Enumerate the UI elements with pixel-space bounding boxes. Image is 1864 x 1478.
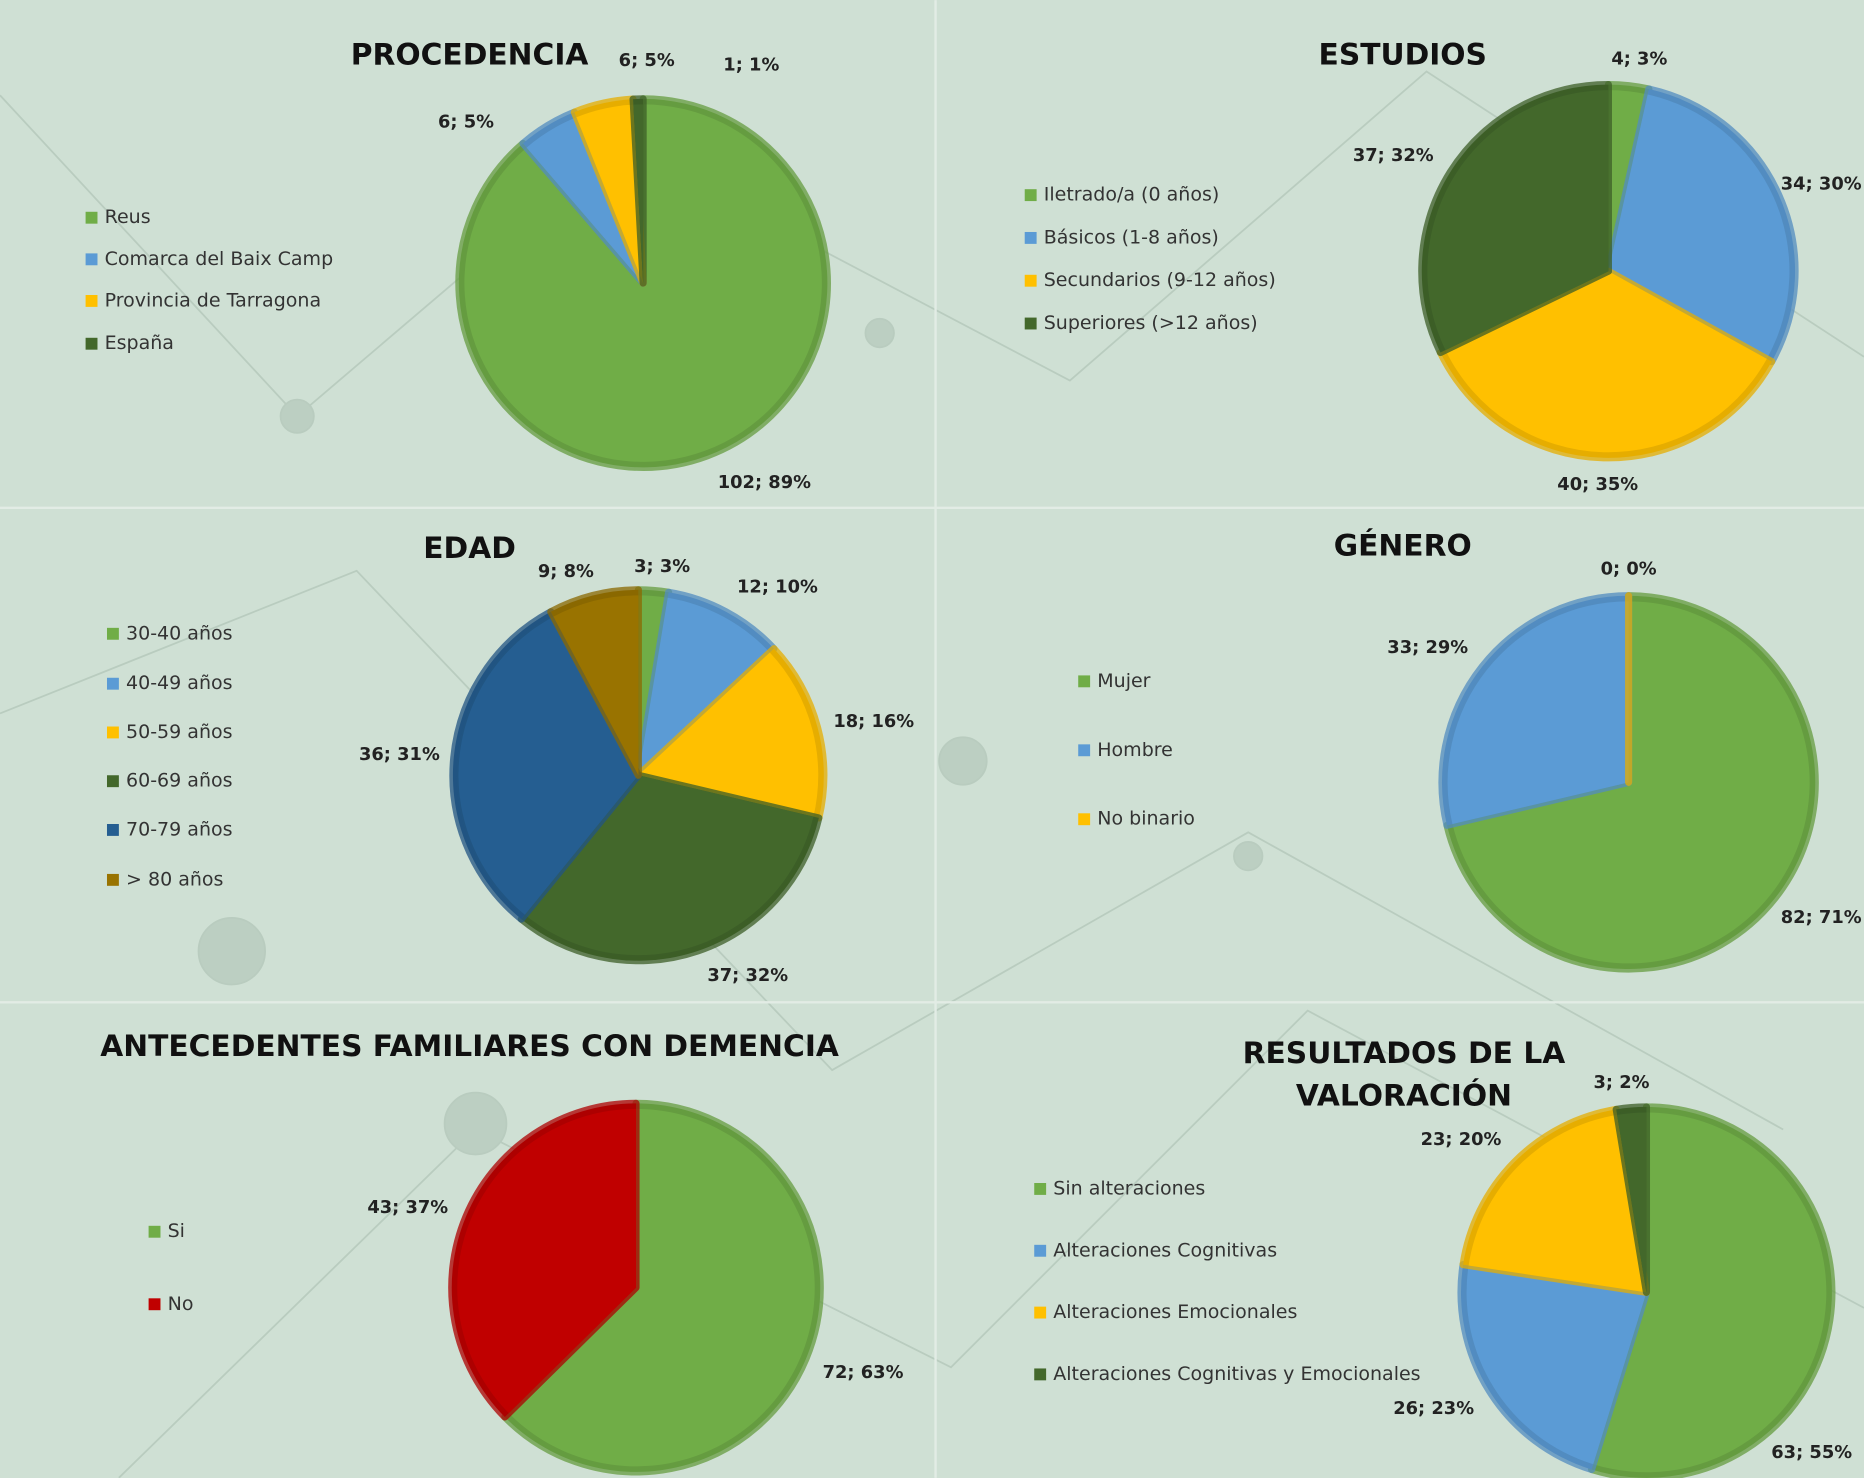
- data-label: 4; 3%: [1611, 49, 1667, 70]
- legend-label: No: [168, 1293, 194, 1315]
- legend-label: Reus: [105, 206, 151, 228]
- chart-title: ESTUDIOS: [1319, 38, 1487, 73]
- data-label: 37; 32%: [707, 965, 788, 986]
- legend-label: 60-69 años: [126, 770, 233, 792]
- chart-title: PROCEDENCIA: [351, 38, 589, 73]
- data-label: 26; 23%: [1393, 1398, 1474, 1419]
- legend-swatch: [86, 212, 98, 224]
- data-label: 18; 16%: [833, 711, 914, 732]
- legend-label: Comarca del Baix Camp: [105, 248, 334, 270]
- legend-swatch: [1025, 275, 1037, 287]
- data-label: 102; 89%: [718, 472, 811, 493]
- data-label: 3; 3%: [634, 556, 690, 577]
- legend-swatch: [1078, 675, 1090, 687]
- legend-label: Alteraciones Cognitivas: [1053, 1239, 1277, 1261]
- legend-swatch: [107, 775, 119, 787]
- data-label: 34; 30%: [1781, 173, 1862, 194]
- legend-label: 30-40 años: [126, 622, 233, 644]
- legend-label: 50-59 años: [126, 721, 233, 743]
- legend-label: España: [105, 332, 174, 354]
- legend-label: Sin alteraciones: [1053, 1177, 1205, 1199]
- legend-label: 70-79 años: [126, 818, 233, 840]
- legend-swatch: [107, 727, 119, 739]
- data-label: 36; 31%: [359, 744, 440, 765]
- legend-swatch: [1078, 744, 1090, 756]
- legend-label: Provincia de Tarragona: [105, 289, 322, 311]
- legend-swatch: [107, 678, 119, 690]
- data-label: 63; 55%: [1771, 1442, 1852, 1463]
- data-label: 82; 71%: [1781, 907, 1862, 928]
- legend-swatch: [86, 338, 98, 350]
- legend-label: Alteraciones Cognitivas y Emocionales: [1053, 1363, 1420, 1385]
- chart-title: GÉNERO: [1334, 528, 1472, 564]
- dashboard: PROCEDENCIA 102; 89% 6; 5% 6; 5% 1; 1% Reus Co…: [0, 0, 1864, 1478]
- legend-swatch: [1078, 813, 1090, 825]
- data-label: 6; 5%: [438, 112, 494, 133]
- data-label: 9; 8%: [538, 561, 594, 582]
- legend-label: Alteraciones Emocionales: [1053, 1301, 1297, 1323]
- legend-swatch: [1034, 1307, 1046, 1319]
- chart-title: ANTECEDENTES FAMILIARES CON DEMENCIA: [100, 1029, 839, 1064]
- legend-swatch: [86, 253, 98, 265]
- legend-label: Básicos (1-8 años): [1044, 226, 1219, 248]
- legend-label: Secundarios (9-12 años): [1044, 269, 1276, 291]
- data-label: 6; 5%: [619, 50, 675, 71]
- legend-label: Hombre: [1097, 739, 1173, 761]
- legend-label: 40-49 años: [126, 672, 233, 694]
- legend-swatch: [1034, 1368, 1046, 1380]
- data-label: 12; 10%: [737, 576, 818, 597]
- data-label: 40; 35%: [1557, 474, 1638, 495]
- legend-swatch: [1025, 232, 1037, 244]
- legend-swatch: [1034, 1245, 1046, 1257]
- legend-label: Si: [168, 1220, 185, 1242]
- legend-swatch: [1025, 318, 1037, 330]
- legend-swatch: [1034, 1183, 1046, 1195]
- data-label: 37; 32%: [1353, 145, 1434, 166]
- chart-title: EDAD: [423, 531, 516, 566]
- data-label: 0; 0%: [1601, 559, 1657, 580]
- data-label: 23; 20%: [1421, 1129, 1502, 1150]
- legend-swatch: [86, 295, 98, 307]
- data-label: 33; 29%: [1387, 637, 1468, 658]
- data-label: 72; 63%: [823, 1362, 904, 1383]
- legend-swatch: [107, 824, 119, 836]
- legend-swatch: [107, 628, 119, 640]
- legend-label: > 80 años: [126, 868, 223, 890]
- legend-swatch: [149, 1226, 161, 1238]
- data-label: 43; 37%: [367, 1197, 448, 1218]
- legend-label: Superiores (>12 años): [1044, 312, 1258, 334]
- legend-label: Mujer: [1097, 670, 1150, 692]
- legend-swatch: [107, 874, 119, 886]
- legend-swatch: [149, 1298, 161, 1310]
- legend-swatch: [1025, 189, 1037, 201]
- data-label: 3; 2%: [1593, 1072, 1649, 1093]
- legend-label: Iletrado/a (0 años): [1044, 184, 1220, 206]
- legend-label: No binario: [1097, 808, 1195, 830]
- data-label: 1; 1%: [723, 55, 779, 76]
